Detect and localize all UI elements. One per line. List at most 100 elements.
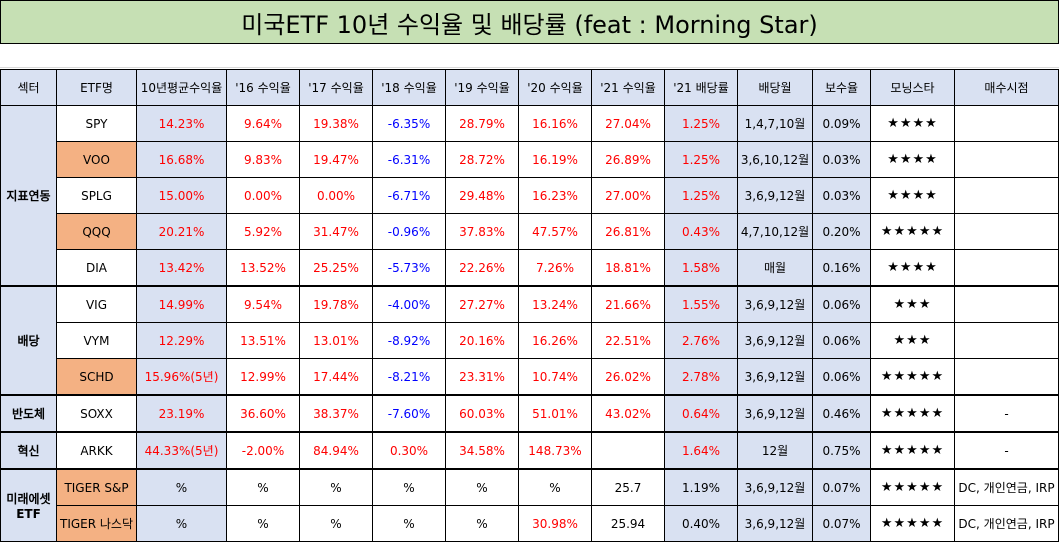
div-cell: 1.25%: [664, 141, 738, 178]
column-header: '19 수익율: [445, 69, 519, 106]
months-cell: 4,7,10,12월: [737, 213, 813, 250]
y16-cell: %: [226, 468, 300, 506]
buy-cell: -: [954, 431, 1059, 470]
months-cell: 3,6,9,12월: [737, 322, 813, 359]
column-header: '21 배당률: [664, 69, 738, 106]
column-header: '18 수익율: [372, 69, 446, 106]
stars-cell: ★★★★★: [870, 505, 955, 542]
table-row: 지표연동 SPY 14.23% 9.64% 19.38% -6.35% 28.79% 16.1…: [0, 105, 1059, 287]
stars-cell: ★★★: [870, 322, 955, 359]
y20-cell: 16.19%: [518, 141, 592, 178]
y19-cell: 29.48%: [445, 177, 519, 214]
buy-cell: -: [954, 394, 1059, 433]
y19-cell: 28.79%: [445, 105, 519, 142]
buy-cell: DC, 개인연금, IRP: [954, 468, 1059, 506]
column-header: 모닝스타: [870, 69, 955, 106]
table-row: 반도체 SOXX 23.19% 36.60% 38.37% -7.60% 60.03% 51.…: [0, 394, 1059, 433]
div-cell: 2.76%: [664, 322, 738, 359]
etf-name-cell: VYM: [56, 322, 137, 359]
y16-cell: 9.64%: [226, 105, 300, 142]
div-cell: 0.40%: [664, 505, 738, 542]
fee-cell: 0.06%: [812, 358, 871, 396]
sector-cell: 혁신: [0, 431, 57, 470]
y17-cell: 17.44%: [299, 358, 373, 396]
etf-name-cell: DIA: [56, 249, 137, 287]
etf-name-cell: SCHD: [56, 358, 137, 396]
column-header: '21 수익율: [591, 69, 665, 106]
months-cell: 1,4,7,10월: [737, 105, 813, 142]
avg-cell: 15.00%: [136, 177, 227, 214]
page-title: 미국ETF 10년 수익율 및 배당률 (feat : Morning Star…: [0, 0, 1059, 44]
fee-cell: 0.16%: [812, 249, 871, 287]
buy-cell: [954, 285, 1059, 323]
months-cell: 3,6,9,12월: [737, 468, 813, 506]
stars-cell: ★★★★: [870, 249, 955, 287]
table-row: DIA 13.42% 13.52% 25.25% -5.73% 22.26% 7.26% 18…: [1, 249, 1059, 287]
etf-name-cell: QQQ: [56, 213, 137, 250]
etf-name-cell: SOXX: [56, 394, 137, 433]
avg-cell: 44.33%(5년): [136, 431, 227, 470]
fee-cell: 0.09%: [812, 105, 871, 142]
table-row: 혁신 ARKK 44.33%(5년) -2.00% 84.94% 0.30% 34.58% 1…: [0, 431, 1059, 470]
column-header: 매수시점: [954, 69, 1059, 106]
y17-cell: 31.47%: [299, 213, 373, 250]
fee-cell: 0.06%: [812, 322, 871, 359]
stars-cell: ★★★: [870, 285, 955, 323]
y17-cell: %: [299, 505, 373, 542]
y19-cell: 37.83%: [445, 213, 519, 250]
fee-cell: 0.07%: [812, 505, 871, 542]
div-cell: 2.78%: [664, 358, 738, 396]
buy-cell: [954, 141, 1059, 178]
sector-cell: 미래에셋 ETF: [0, 468, 57, 542]
column-header: 10년평균수익율: [136, 69, 227, 106]
months-cell: 12월: [737, 431, 813, 470]
y21-cell: [591, 431, 665, 470]
y19-cell: 22.26%: [445, 249, 519, 287]
sector-cell: 배당: [0, 285, 57, 396]
div-cell: 1.64%: [664, 431, 738, 470]
fee-cell: 0.06%: [812, 285, 871, 323]
y21-cell: 26.81%: [591, 213, 665, 250]
column-header: '17 수익율: [299, 69, 373, 106]
y17-cell: 25.25%: [299, 249, 373, 287]
months-cell: 3,6,9,12월: [737, 505, 813, 542]
y21-cell: 43.02%: [591, 394, 665, 433]
y18-cell: -6.35%: [372, 105, 446, 142]
fee-cell: 0.07%: [812, 468, 871, 506]
etf-name-cell: TIGER 나스닥: [56, 505, 137, 542]
y17-cell: 13.01%: [299, 322, 373, 359]
y18-cell: %: [372, 505, 446, 542]
stars-cell: ★★★★★: [870, 213, 955, 250]
y21-cell: 25.7: [591, 468, 665, 506]
y17-cell: 19.78%: [299, 285, 373, 323]
table-row: 배당 VIG 14.99% 9.54% 19.78% -4.00% 27.27% 13.24%…: [0, 285, 1059, 396]
div-cell: 1.25%: [664, 177, 738, 214]
y16-cell: 13.51%: [226, 322, 300, 359]
y16-cell: %: [226, 505, 300, 542]
y16-cell: -2.00%: [226, 431, 300, 470]
buy-cell: DC, 개인연금, IRP: [954, 505, 1059, 542]
y20-cell: 51.01%: [518, 394, 592, 433]
y21-cell: 18.81%: [591, 249, 665, 287]
div-cell: 1.58%: [664, 249, 738, 287]
avg-cell: 14.23%: [136, 105, 227, 142]
y20-cell: 10.74%: [518, 358, 592, 396]
y19-cell: 34.58%: [445, 431, 519, 470]
y17-cell: 19.38%: [299, 105, 373, 142]
y17-cell: 0.00%: [299, 177, 373, 214]
y21-cell: 21.66%: [591, 285, 665, 323]
buy-cell: [954, 249, 1059, 287]
etf-table: 섹터 ETF명 10년평균수익율 '16 수익율 '17 수익율 '18 수익율 '19 수…: [0, 69, 1059, 542]
div-cell: 0.43%: [664, 213, 738, 250]
table-row: SPLG 15.00% 0.00% 0.00% -6.71% 29.48% 16.23% 27…: [1, 177, 1059, 214]
fee-cell: 0.46%: [812, 394, 871, 433]
y16-cell: 12.99%: [226, 358, 300, 396]
months-cell: 3,6,9,12월: [737, 285, 813, 323]
y20-cell: %: [518, 468, 592, 506]
y17-cell: 38.37%: [299, 394, 373, 433]
y18-cell: -8.92%: [372, 322, 446, 359]
y18-cell: -0.96%: [372, 213, 446, 250]
avg-cell: 14.99%: [136, 285, 227, 323]
buy-cell: [954, 322, 1059, 359]
avg-cell: 12.29%: [136, 322, 227, 359]
